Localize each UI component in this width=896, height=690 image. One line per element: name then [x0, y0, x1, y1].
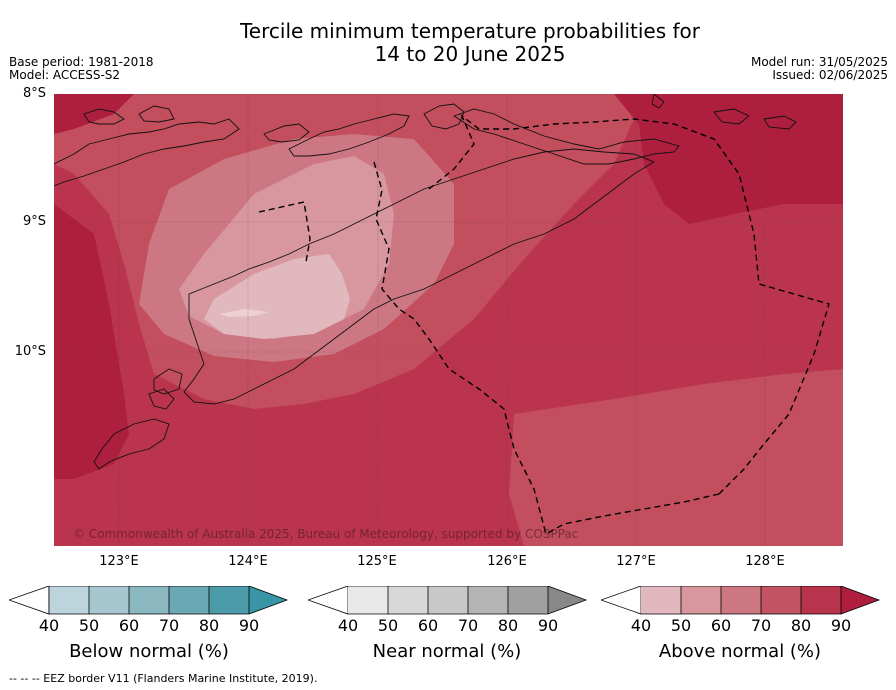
- colorbar-below-swatch-2: [89, 586, 129, 614]
- chart-title: Tercile minimum temperature probabilitie…: [150, 20, 790, 66]
- lon-label-126e: 126°E: [487, 554, 527, 569]
- colorbar-near-normal: [308, 586, 588, 616]
- colorbar-near-swatch-2: [388, 586, 428, 614]
- meta-left: Base period: 1981-2018 Model: ACCESS-S2: [9, 56, 154, 82]
- lon-label-125e: 125°E: [357, 554, 397, 569]
- tick-near-70: 70: [457, 616, 479, 635]
- meta-right: Model run: 31/05/2025 Issued: 02/06/2025: [751, 56, 888, 82]
- colorbar-near-min-arrow: [308, 586, 349, 615]
- colorbar-near-svg: [308, 586, 588, 615]
- lon-label-123e: 123°E: [99, 554, 139, 569]
- colorbar-above-swatch-3: [721, 586, 761, 614]
- copyright-note: © Commonwealth of Australia 2025, Bureau…: [73, 527, 579, 541]
- colorbar-near-title: Near normal (%): [372, 641, 522, 662]
- region-above-90-northeast: [614, 94, 843, 224]
- colorbar-near-swatch-3: [428, 586, 468, 614]
- title-line-2: 14 to 20 June 2025: [374, 42, 566, 66]
- issued-date: Issued: 02/06/2025: [772, 68, 888, 82]
- base-period: Base period: 1981-2018: [9, 55, 154, 69]
- probability-map: [54, 94, 843, 546]
- tick-near-50: 50: [377, 616, 399, 635]
- tick-above-40: 40: [630, 616, 652, 635]
- colorbar-above-swatch-5: [801, 586, 841, 614]
- tick-above-70: 70: [750, 616, 772, 635]
- region-above-90-west: [54, 204, 129, 479]
- tick-near-60: 60: [417, 616, 439, 635]
- region-above-40: [204, 254, 350, 339]
- colorbar-near-swatch-5: [508, 586, 548, 614]
- tick-below-80: 80: [198, 616, 220, 635]
- colorbar-above-swatch-4: [761, 586, 801, 614]
- lat-label-9s: 9°S: [22, 214, 46, 229]
- tick-above-60: 60: [710, 616, 732, 635]
- tick-above-90: 90: [830, 616, 852, 635]
- lon-label-124e: 124°E: [228, 554, 268, 569]
- tick-near-90: 90: [537, 616, 559, 635]
- region-above-90-northwest: [54, 94, 134, 134]
- colorbar-below-title: Below normal (%): [69, 641, 229, 662]
- colorbar-near-swatch-4: [468, 586, 508, 614]
- tick-near-80: 80: [497, 616, 519, 635]
- region-above-70-southeast: [509, 369, 843, 546]
- colorbar-below-normal: [9, 586, 289, 616]
- colorbar-near-max-arrow: [548, 586, 586, 614]
- tick-below-70: 70: [158, 616, 180, 635]
- tick-above-80: 80: [790, 616, 812, 635]
- colorbar-above-swatch-1: [641, 586, 681, 614]
- eez-legend-note: -- -- -- EEZ border V11 (Flanders Marine…: [9, 672, 318, 685]
- lon-label-128e: 128°E: [745, 554, 785, 569]
- colorbar-above-title: Above normal (%): [658, 641, 822, 662]
- model-run: Model run: 31/05/2025: [750, 55, 888, 69]
- colorbar-above-svg: [601, 586, 881, 615]
- title-line-1: Tercile minimum temperature probabilitie…: [239, 19, 701, 43]
- region-above-30: [219, 309, 269, 317]
- coastlines: [54, 94, 797, 470]
- colorbar-below-svg: [9, 586, 289, 615]
- colorbar-above-min-arrow: [601, 586, 642, 615]
- tick-below-40: 40: [38, 616, 60, 635]
- colorbar-below-max-arrow: [249, 586, 287, 614]
- colorbar-above-max-arrow: [841, 586, 879, 614]
- colorbar-above-swatch-2: [681, 586, 721, 614]
- colorbar-below-swatch-5: [209, 586, 249, 614]
- colorbar-near-swatch-1: [348, 586, 388, 614]
- colorbar-below-min-arrow: [9, 586, 50, 615]
- tick-near-40: 40: [337, 616, 359, 635]
- tick-above-50: 50: [670, 616, 692, 635]
- eez-border: [258, 113, 830, 535]
- colorbar-above-normal: [601, 586, 881, 616]
- colorbar-below-swatch-4: [169, 586, 209, 614]
- lat-label-8s: 8°S: [22, 86, 46, 101]
- lon-label-127e: 127°E: [616, 554, 656, 569]
- lat-label-10s: 10°S: [14, 344, 46, 359]
- map-svg: [54, 94, 843, 546]
- colorbar-below-swatch-3: [129, 586, 169, 614]
- tick-below-60: 60: [118, 616, 140, 635]
- tick-below-50: 50: [78, 616, 100, 635]
- model-name: Model: ACCESS-S2: [9, 68, 121, 82]
- colorbar-below-swatch-1: [49, 586, 89, 614]
- gridlines: [54, 94, 843, 546]
- tick-below-90: 90: [238, 616, 260, 635]
